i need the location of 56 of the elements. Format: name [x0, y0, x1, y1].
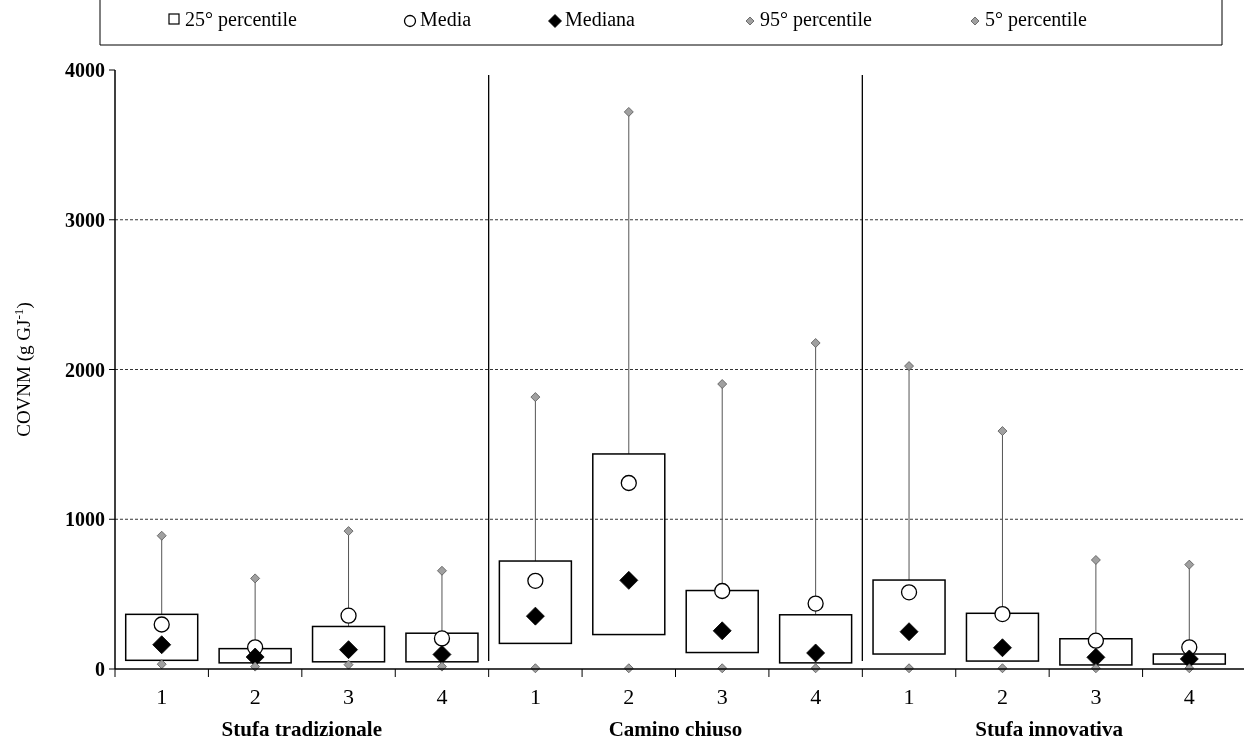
point — [245, 647, 265, 667]
point — [623, 107, 634, 117]
legend-label: 25° percentile — [185, 8, 297, 31]
point — [993, 638, 1012, 658]
point — [437, 565, 447, 576]
point — [904, 361, 914, 371]
point — [997, 426, 1008, 436]
text: Stufa tradizionale — [221, 717, 383, 741]
legend-label: 5° percentile — [985, 8, 1087, 31]
point — [1090, 555, 1101, 565]
point — [899, 622, 919, 642]
point — [619, 570, 639, 590]
x-tick-label: 3 — [1090, 684, 1102, 709]
x-tick-label: 3 — [716, 684, 728, 709]
point — [806, 643, 826, 663]
point — [156, 659, 167, 670]
point — [530, 392, 541, 402]
x-tick-label: 1 — [529, 684, 541, 709]
legend-label: Media — [420, 8, 472, 30]
point — [250, 573, 261, 584]
point — [1087, 632, 1105, 649]
point — [343, 659, 354, 670]
point — [900, 584, 918, 601]
point — [527, 572, 544, 589]
point — [153, 616, 170, 633]
y-tick-label: 0 — [95, 658, 105, 680]
point — [1179, 649, 1199, 669]
point — [994, 605, 1011, 623]
point — [810, 338, 821, 348]
text: Stufa innovativa — [975, 717, 1124, 741]
y-tick-label: 3000 — [65, 208, 105, 231]
y-tick-label: 1000 — [65, 508, 105, 531]
legend-label: Mediana — [565, 8, 636, 30]
y-tick-label: 4000 — [65, 59, 105, 81]
text: Camino chiuso — [608, 717, 743, 741]
x-tick-label: 4 — [810, 684, 822, 709]
point — [807, 595, 824, 612]
point — [433, 630, 451, 647]
x-tick-label: 4 — [1183, 684, 1195, 709]
point — [525, 606, 545, 626]
x-tick-label: 1 — [156, 684, 168, 709]
x-tick-label: 3 — [343, 684, 355, 709]
y-tick-label: 2000 — [65, 358, 105, 381]
point — [343, 526, 354, 536]
x-tick-label: 2 — [249, 684, 261, 709]
point — [714, 582, 731, 600]
point — [717, 379, 728, 389]
point — [340, 607, 357, 624]
x-tick-label: 1 — [903, 684, 915, 709]
legend-label: 95° percentile — [760, 8, 872, 31]
point — [1184, 559, 1195, 570]
x-tick-label: 4 — [436, 684, 448, 709]
point — [156, 530, 167, 541]
point — [620, 474, 637, 492]
x-tick-label: 2 — [623, 684, 635, 709]
x-tick-label: 2 — [996, 684, 1008, 709]
